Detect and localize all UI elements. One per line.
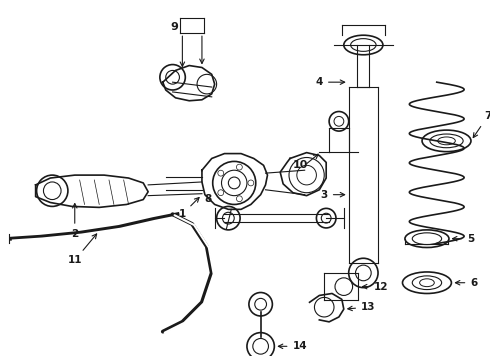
Text: 3: 3 (320, 190, 344, 200)
Text: 6: 6 (455, 278, 478, 288)
Text: 2: 2 (71, 204, 78, 239)
Text: 14: 14 (278, 341, 307, 351)
Text: 5: 5 (452, 234, 475, 244)
Text: 7: 7 (473, 111, 490, 138)
Text: 9: 9 (171, 22, 178, 32)
Text: 13: 13 (348, 302, 375, 312)
Text: 1: 1 (179, 198, 199, 219)
Text: 12: 12 (363, 282, 388, 292)
Text: 4: 4 (316, 77, 344, 87)
Text: 11: 11 (68, 234, 97, 265)
Text: 8: 8 (204, 194, 212, 204)
Text: 10: 10 (292, 160, 308, 170)
